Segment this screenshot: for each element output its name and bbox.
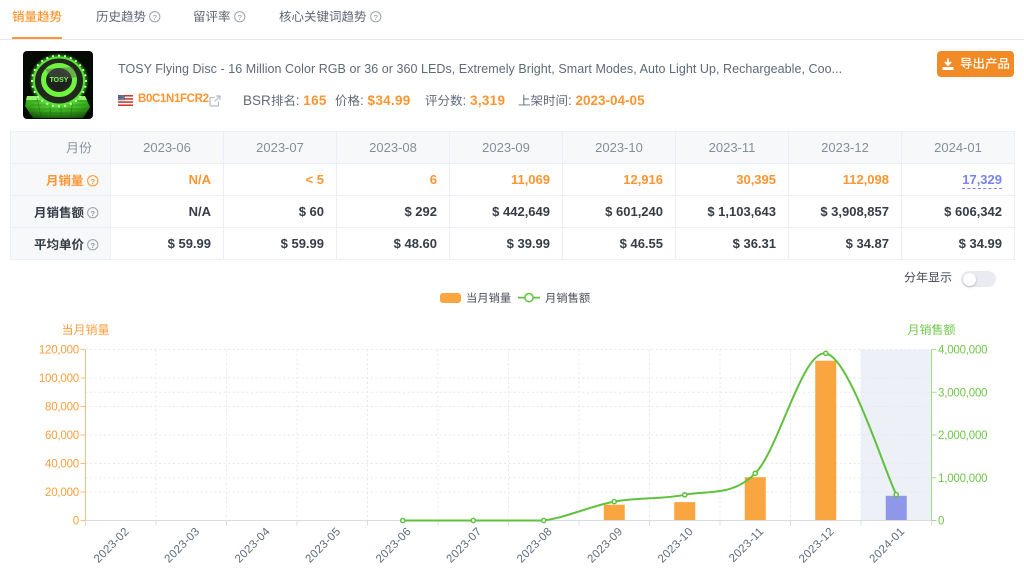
svg-text:2023-02: 2023-02 <box>92 526 132 566</box>
svg-text:80,000: 80,000 <box>45 402 79 414</box>
svg-text:?: ? <box>90 209 95 218</box>
svg-text:TOSY: TOSY <box>50 77 69 84</box>
svg-text:2023-09: 2023-09 <box>586 526 626 566</box>
svg-text:?: ? <box>238 13 242 22</box>
svg-text:2023-10: 2023-10 <box>656 526 696 566</box>
svg-text:0: 0 <box>73 516 79 528</box>
svg-text:40,000: 40,000 <box>45 459 79 471</box>
svg-text:3,000,000: 3,000,000 <box>938 387 987 399</box>
svg-text:100,000: 100,000 <box>39 373 79 385</box>
svg-text:?: ? <box>374 13 378 22</box>
svg-text:?: ? <box>153 13 157 22</box>
svg-text:?: ? <box>90 177 95 186</box>
svg-text:?: ? <box>90 241 95 250</box>
svg-text:2023-08: 2023-08 <box>515 526 555 566</box>
svg-text:4,000,000: 4,000,000 <box>938 345 987 357</box>
svg-text:2023-06: 2023-06 <box>374 526 414 566</box>
svg-text:2,000,000: 2,000,000 <box>938 430 987 442</box>
svg-text:20,000: 20,000 <box>45 487 79 499</box>
svg-text:120,000: 120,000 <box>39 345 79 357</box>
svg-text:2023-11: 2023-11 <box>727 526 766 565</box>
svg-text:2023-04: 2023-04 <box>233 525 273 565</box>
svg-text:2023-05: 2023-05 <box>304 526 344 566</box>
svg-text:2023-12: 2023-12 <box>797 526 837 566</box>
svg-text:60,000: 60,000 <box>45 430 79 442</box>
svg-text:0: 0 <box>938 516 944 528</box>
svg-text:1,000,000: 1,000,000 <box>938 473 987 485</box>
svg-text:2023-03: 2023-03 <box>163 526 203 566</box>
svg-text:2024-01: 2024-01 <box>868 526 908 566</box>
svg-text:2023-07: 2023-07 <box>445 526 485 566</box>
